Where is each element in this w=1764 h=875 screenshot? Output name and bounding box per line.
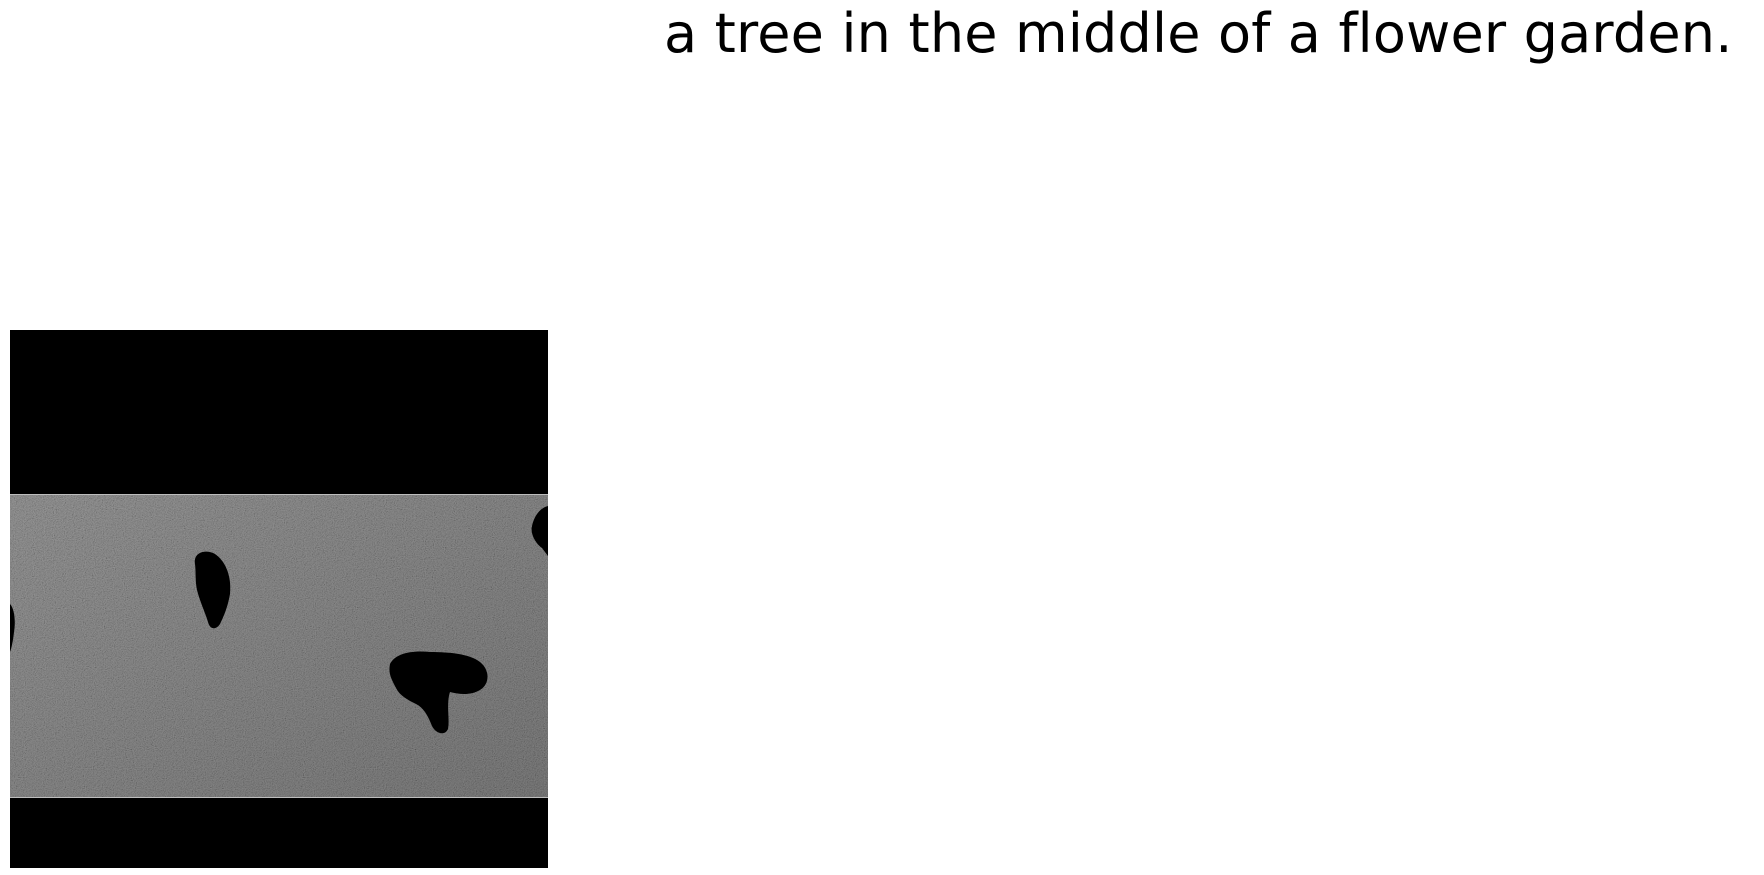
letterbox-bottom-band: [10, 798, 548, 868]
animal-silhouette-left: [194, 551, 231, 629]
grass-field-image: [10, 494, 548, 798]
letterbox-top-band: [10, 330, 548, 494]
animal-silhouette-left-edge: [10, 604, 15, 652]
animal-silhouette-center: [389, 651, 488, 734]
generated-image: [10, 330, 548, 868]
caption-text: a tree in the middle of a flower garden.: [664, 2, 1733, 65]
animal-silhouette-right-edge: [531, 506, 548, 556]
